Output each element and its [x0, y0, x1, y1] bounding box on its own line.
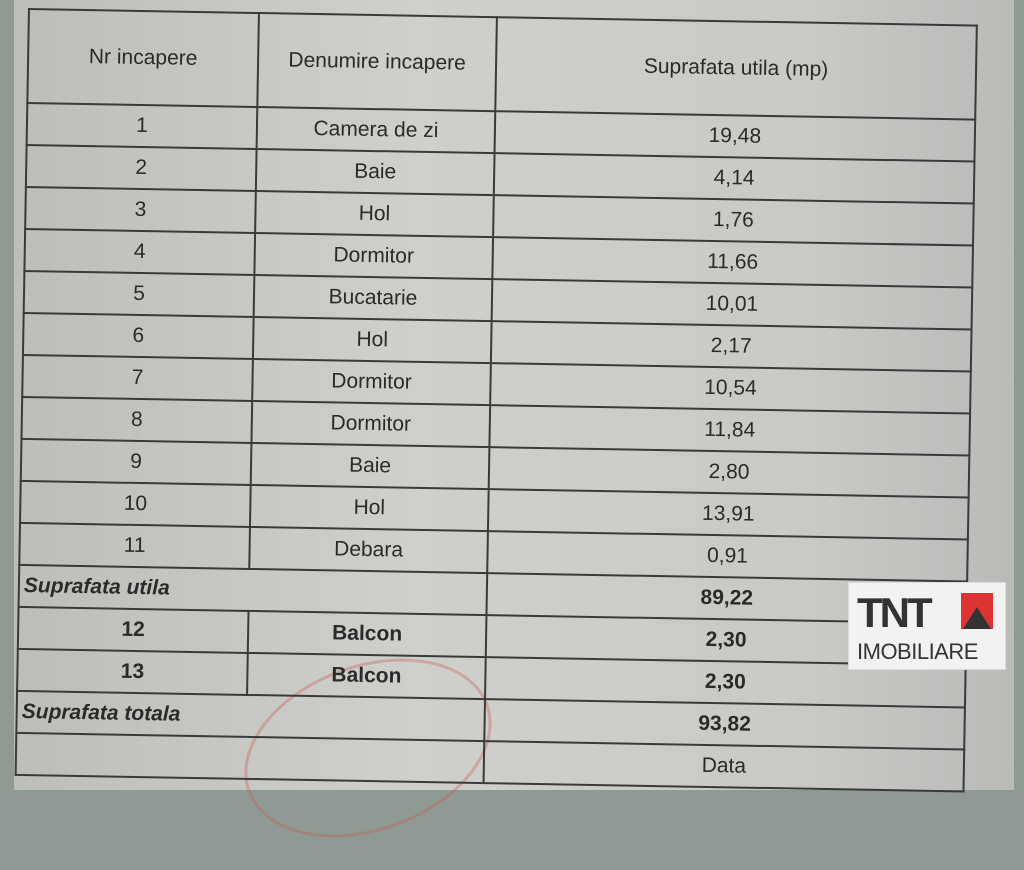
cell-nr: 11: [19, 522, 250, 569]
cell-name: Bucatarie: [253, 274, 493, 322]
cell-name: Balcon: [247, 652, 486, 700]
header-area: Suprafata utila (mp): [495, 17, 977, 120]
cell-name: Hol: [252, 316, 492, 364]
cell-name: Camera de zi: [256, 107, 496, 154]
cell-name: Hol: [249, 484, 489, 532]
cell-nr: 13: [17, 648, 248, 695]
cell-name: Debara: [249, 526, 488, 574]
header-name: Denumire incapere: [257, 13, 497, 112]
cell-nr: 6: [22, 312, 254, 359]
cell-nr: 4: [24, 228, 256, 275]
cell-nr: 10: [20, 480, 251, 527]
cell-nr: 12: [17, 606, 249, 653]
cell-name: Dormitor: [252, 358, 491, 406]
header-nr: Nr incapere: [27, 9, 259, 108]
table-header: Nr incapere Denumire incapere Suprafata …: [27, 9, 977, 120]
cell-name: Balcon: [247, 610, 487, 658]
cell-name: Hol: [255, 191, 494, 238]
cell-nr: 5: [23, 270, 255, 317]
cell-nr: 7: [22, 354, 253, 401]
cell-name: Baie: [250, 442, 490, 490]
cell-name: Baie: [255, 149, 495, 196]
room-area-table: Nr incapere Denumire incapere Suprafata …: [15, 8, 978, 792]
logo-text: TNT: [857, 589, 933, 636]
cell-nr: 3: [25, 186, 256, 233]
cell-nr: 1: [26, 103, 258, 150]
cell-nr: 8: [21, 396, 253, 443]
cell-nr: 2: [25, 144, 257, 192]
cell-nr: 9: [20, 438, 252, 485]
tnt-imobiliare-logo: TNT IMOBILIARE: [848, 582, 1006, 670]
cell-name: Dormitor: [254, 232, 494, 280]
document-photo: [14, 0, 1014, 790]
cell-name: Dormitor: [251, 400, 491, 448]
logo-subtext: IMOBILIARE: [857, 639, 978, 664]
date-label: Data: [483, 741, 965, 792]
house-roof-icon: [961, 593, 993, 629]
